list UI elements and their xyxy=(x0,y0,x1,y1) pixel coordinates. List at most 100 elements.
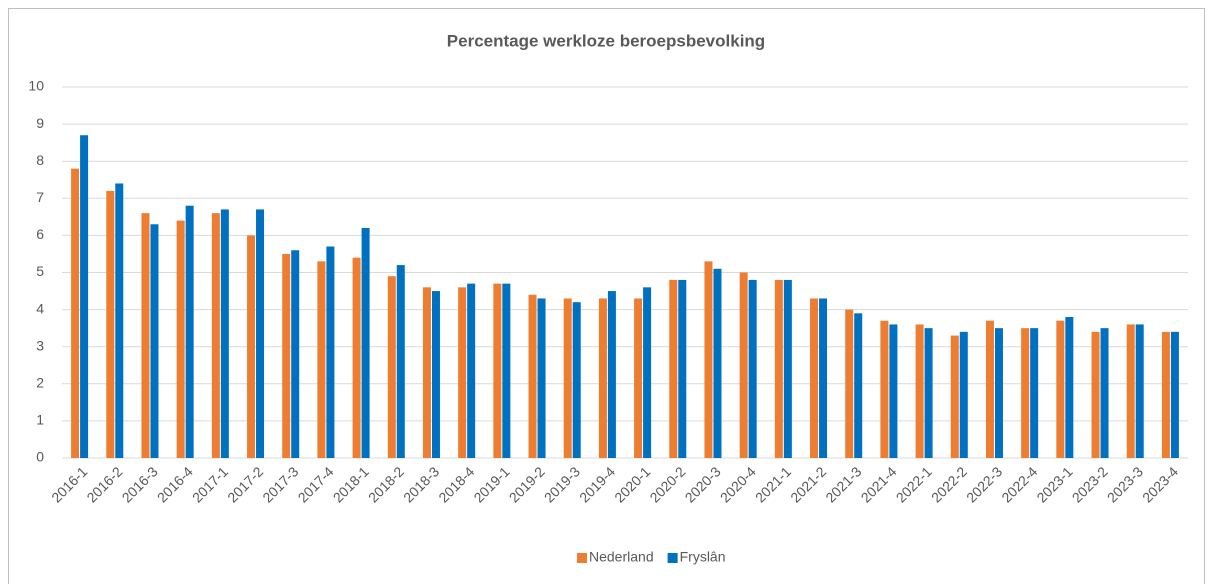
x-tick-label: 2020-2 xyxy=(646,463,688,505)
bar xyxy=(572,302,581,458)
chart-frame xyxy=(8,8,1205,584)
bar xyxy=(950,335,959,458)
bar xyxy=(959,331,968,458)
bar xyxy=(431,291,440,458)
bar xyxy=(361,227,370,458)
bar xyxy=(317,261,326,458)
legend-label: Nederland xyxy=(589,549,654,565)
bar xyxy=(810,298,819,458)
y-tick-label: 10 xyxy=(28,78,44,94)
bar xyxy=(819,298,828,458)
bar xyxy=(748,279,757,458)
x-tick-label: 2020-3 xyxy=(682,463,724,505)
x-tick-label: 2016-2 xyxy=(83,463,125,505)
bar xyxy=(247,235,256,458)
x-tick-label: 2018-3 xyxy=(400,463,442,505)
bar xyxy=(774,279,783,458)
bar xyxy=(1091,331,1100,458)
x-tick-label: 2016-3 xyxy=(119,463,161,505)
bar xyxy=(80,135,89,459)
bar xyxy=(1161,331,1170,458)
bar xyxy=(1126,324,1135,458)
bar xyxy=(704,261,713,458)
x-tick-label: 2020-4 xyxy=(717,463,759,505)
bar xyxy=(141,213,150,458)
bar xyxy=(845,309,854,458)
bar xyxy=(678,279,687,458)
bar xyxy=(387,276,396,458)
bar xyxy=(880,320,889,458)
x-tick-label: 2022-4 xyxy=(998,463,1040,505)
x-tick-label: 2022-2 xyxy=(928,463,970,505)
bar xyxy=(71,168,80,458)
bar xyxy=(326,246,335,458)
y-tick-label: 0 xyxy=(36,449,44,465)
y-tick-label: 4 xyxy=(36,300,44,316)
x-tick-label: 2017-1 xyxy=(189,463,231,505)
chart-title: Percentage werkloze beroepsbevolking xyxy=(447,31,765,50)
y-tick-label: 8 xyxy=(36,152,44,168)
legend-swatch xyxy=(577,553,587,563)
bar xyxy=(176,220,185,458)
bar xyxy=(783,279,792,458)
bar xyxy=(282,253,291,458)
legend-label: Fryslân xyxy=(680,549,726,565)
bar xyxy=(889,324,898,458)
x-tick-label: 2023-4 xyxy=(1139,463,1181,505)
bar xyxy=(211,213,220,458)
bar xyxy=(150,224,159,458)
y-tick-label: 1 xyxy=(36,412,44,428)
bar xyxy=(106,190,115,458)
y-tick-label: 9 xyxy=(36,115,44,131)
bar xyxy=(739,272,748,458)
x-tick-label: 2016-1 xyxy=(48,463,90,505)
x-tick-label: 2019-2 xyxy=(506,463,548,505)
legend-swatch xyxy=(667,553,678,563)
x-tick-label: 2022-3 xyxy=(963,463,1005,505)
y-tick-label: 2 xyxy=(36,375,44,391)
y-tick-label: 5 xyxy=(36,263,44,279)
x-tick-label: 2017-4 xyxy=(295,463,337,505)
x-tick-label: 2023-3 xyxy=(1104,463,1146,505)
bar xyxy=(1056,320,1065,458)
x-tick-label: 2021-1 xyxy=(752,463,794,505)
y-tick-label: 3 xyxy=(36,337,44,353)
x-tick-label: 2017-2 xyxy=(224,463,266,505)
x-tick-label: 2016-4 xyxy=(154,463,196,505)
bar xyxy=(467,283,476,458)
bar xyxy=(352,257,361,458)
x-tick-label: 2023-2 xyxy=(1069,463,1111,505)
x-tick-label: 2019-1 xyxy=(470,463,512,505)
bar xyxy=(854,313,863,458)
bar xyxy=(985,320,994,458)
x-tick-label: 2019-4 xyxy=(576,463,618,505)
bar xyxy=(502,283,511,458)
bar xyxy=(1021,328,1030,458)
x-tick-label: 2019-3 xyxy=(541,463,583,505)
x-tick-label: 2018-4 xyxy=(435,463,477,505)
bar xyxy=(598,298,607,458)
bar xyxy=(643,287,652,458)
bar xyxy=(458,287,467,458)
bar xyxy=(713,268,722,458)
bar xyxy=(1100,328,1109,458)
x-tick-label: 2018-2 xyxy=(365,463,407,505)
bar xyxy=(396,265,405,458)
bar xyxy=(422,287,431,458)
bar xyxy=(669,279,678,458)
x-tick-label: 2018-1 xyxy=(330,463,372,505)
x-tick-label: 2023-1 xyxy=(1033,463,1075,505)
x-tick-label: 2021-3 xyxy=(822,463,864,505)
x-tick-label: 2021-4 xyxy=(858,463,900,505)
bar xyxy=(634,298,643,458)
bar xyxy=(915,324,924,458)
bar xyxy=(1170,331,1179,458)
x-tick-label: 2020-1 xyxy=(611,463,653,505)
bar xyxy=(185,205,194,458)
bar xyxy=(256,209,265,458)
bar xyxy=(1030,328,1039,458)
bar xyxy=(994,328,1003,458)
bar xyxy=(115,183,124,458)
bar xyxy=(220,209,229,458)
